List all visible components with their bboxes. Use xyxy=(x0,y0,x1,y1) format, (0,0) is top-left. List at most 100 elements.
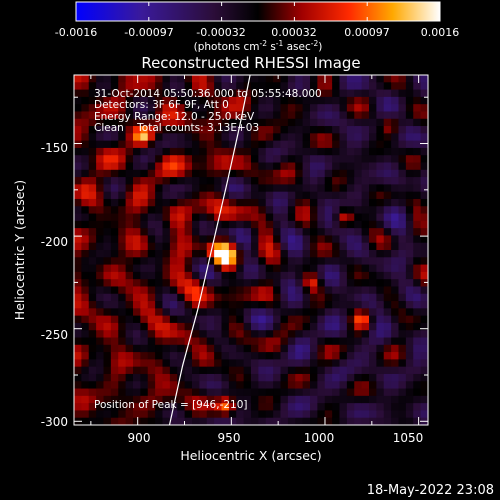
heatmap-cell xyxy=(140,352,149,360)
heatmap-cell xyxy=(405,191,414,200)
heatmap-cell xyxy=(125,286,134,295)
heatmap-cell xyxy=(339,388,348,397)
heatmap-cell xyxy=(258,301,267,309)
heatmap-cell xyxy=(310,155,318,164)
heatmap-cell xyxy=(273,359,282,368)
heatmap-cell xyxy=(391,228,400,237)
heatmap-cell xyxy=(140,228,149,237)
heatmap-cell xyxy=(265,257,274,266)
heatmap-cell xyxy=(147,133,156,142)
heatmap-cell xyxy=(265,250,274,258)
heatmap-cell xyxy=(295,111,304,120)
heatmap-cell xyxy=(369,235,377,244)
heatmap-cell xyxy=(273,206,282,215)
heatmap-cell xyxy=(287,257,296,266)
heatmap-cell xyxy=(398,373,407,382)
heatmap-cell xyxy=(346,228,355,237)
heatmap-cell xyxy=(420,315,428,324)
heatmap-cell xyxy=(361,147,370,156)
heatmap-cell xyxy=(324,322,333,331)
heatmap-cell xyxy=(346,293,355,302)
heatmap-cell xyxy=(214,395,223,404)
heatmap-cell xyxy=(346,410,355,419)
heatmap-cell xyxy=(177,264,186,273)
heatmap-cell xyxy=(214,82,223,91)
heatmap-cell xyxy=(184,395,193,404)
heatmap-cell xyxy=(405,286,414,295)
heatmap-cell xyxy=(177,133,186,142)
heatmap-cell xyxy=(324,213,333,222)
heatmap-cell xyxy=(361,359,370,368)
heatmap-cell xyxy=(81,118,90,127)
heatmap-cell xyxy=(420,308,428,317)
heatmap-cell xyxy=(369,104,377,113)
heatmap-cell xyxy=(155,344,164,353)
y-tick-label: -150 xyxy=(41,141,68,155)
heatmap-cell xyxy=(354,330,363,339)
heatmap-cell xyxy=(251,111,259,120)
heatmap-cell xyxy=(361,75,370,83)
heatmap-cell xyxy=(398,162,407,171)
heatmap-cell xyxy=(376,242,385,251)
heatmap-cell xyxy=(287,250,296,258)
heatmap-cell xyxy=(228,366,237,375)
heatmap-cell xyxy=(361,96,370,105)
heatmap-cell xyxy=(110,279,119,288)
heatmap-cell xyxy=(405,395,414,404)
heatmap-cell xyxy=(236,286,245,295)
heatmap-cell xyxy=(405,293,414,302)
heatmap-cell xyxy=(110,118,119,127)
heatmap-cell xyxy=(310,147,318,156)
heatmap-cell xyxy=(177,89,186,98)
heatmap-cell xyxy=(81,220,90,229)
heatmap-cell xyxy=(162,271,171,280)
heatmap-cell xyxy=(221,155,230,164)
heatmap-cell xyxy=(147,177,156,185)
heatmap-cell xyxy=(295,395,304,404)
heatmap-cell xyxy=(147,344,156,353)
heatmap-cell xyxy=(118,286,127,295)
heatmap-cell xyxy=(391,126,400,134)
heatmap-cell xyxy=(295,228,304,237)
heatmap-cell xyxy=(243,118,252,127)
heatmap-cell xyxy=(243,388,252,397)
heatmap-cell xyxy=(103,271,112,280)
heatmap-cell xyxy=(118,96,127,105)
heatmap-cell xyxy=(184,126,193,134)
heatmap-cell xyxy=(280,352,289,360)
heatmap-cell xyxy=(295,198,304,207)
heatmap-cell xyxy=(155,169,164,178)
heatmap-cell xyxy=(162,359,171,368)
heatmap-cell xyxy=(383,89,392,98)
heatmap-cell xyxy=(88,133,97,142)
heatmap-cell xyxy=(398,89,407,98)
heatmap-cell xyxy=(118,388,127,397)
heatmap-cell xyxy=(302,417,311,425)
heatmap-cell xyxy=(192,133,200,142)
heatmap-cell xyxy=(302,198,311,207)
heatmap-cell xyxy=(236,359,245,368)
heatmap-cell xyxy=(199,286,208,295)
heatmap-cell xyxy=(391,82,400,91)
heatmap-cell xyxy=(74,388,82,397)
heatmap-cell xyxy=(405,373,414,382)
heatmap-cell xyxy=(280,373,289,382)
heatmap-cell xyxy=(354,228,363,237)
heatmap-cell xyxy=(398,395,407,404)
heatmap-cell xyxy=(405,366,414,375)
heatmap-cell xyxy=(199,184,208,193)
x-tick-label: 1000 xyxy=(304,431,335,445)
heatmap-cell xyxy=(273,403,282,412)
heatmap-cell xyxy=(420,403,428,412)
heatmap-cell xyxy=(405,206,414,215)
heatmap-cell xyxy=(251,220,259,229)
heatmap-cell xyxy=(324,403,333,412)
heatmap-cell xyxy=(317,271,326,280)
heatmap-cell xyxy=(140,286,149,295)
heatmap-cell xyxy=(361,366,370,375)
heatmap-cell xyxy=(280,162,289,171)
heatmap-cell xyxy=(295,257,304,266)
heatmap-cell xyxy=(383,104,392,113)
heatmap-cell xyxy=(383,133,392,142)
heatmap-cell xyxy=(332,220,341,229)
